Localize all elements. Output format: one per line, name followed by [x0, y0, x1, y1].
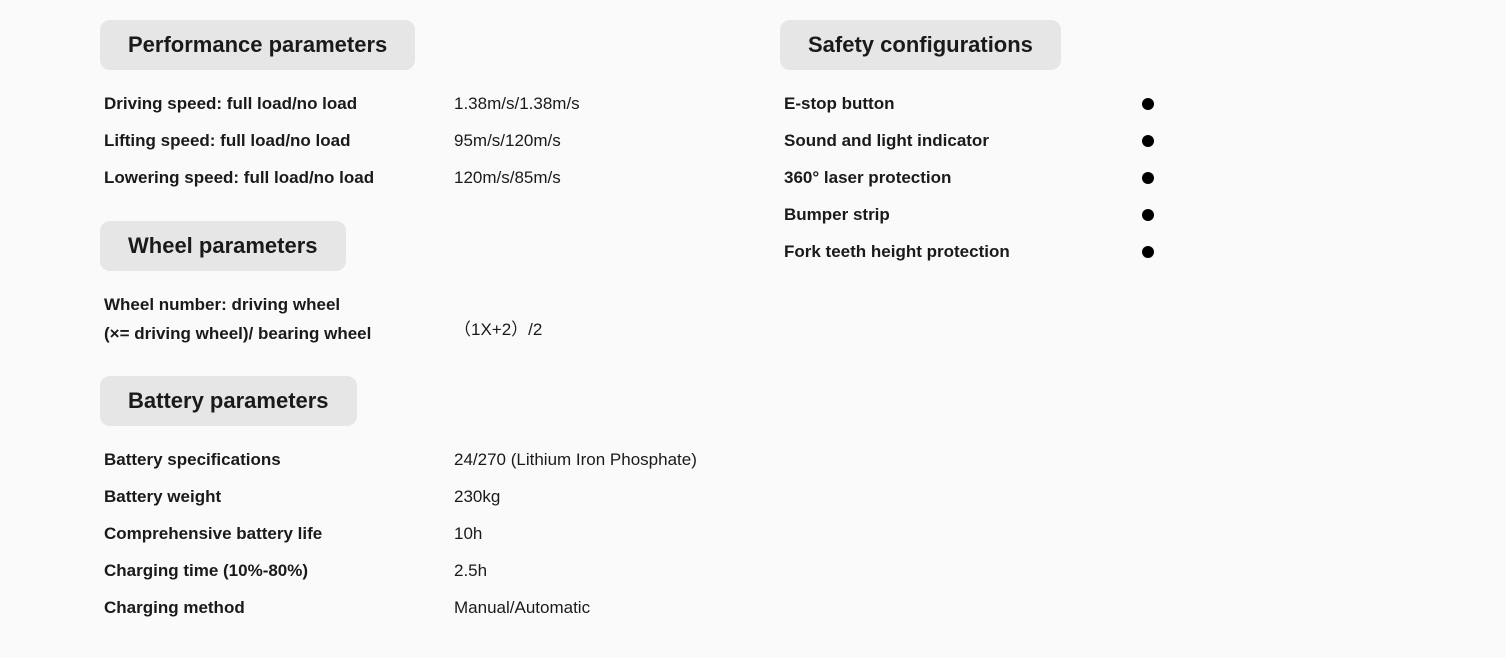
spec-row: Driving speed: full load/no load 1.38m/s…	[104, 90, 780, 119]
safety-title: Safety configurations	[808, 32, 1033, 57]
spec-value: 1.38m/s/1.38m/s	[454, 90, 580, 119]
safety-row: Fork teeth height protection	[784, 238, 1154, 267]
spec-label: Battery specifications	[104, 446, 454, 475]
performance-body: Driving speed: full load/no load 1.38m/s…	[100, 90, 780, 193]
spec-value: Manual/Automatic	[454, 594, 590, 623]
spec-label: Driving speed: full load/no load	[104, 90, 454, 119]
bullet-icon	[1142, 246, 1154, 258]
safety-row: Sound and light indicator	[784, 127, 1154, 156]
safety-row: Bumper strip	[784, 201, 1154, 230]
wheel-header: Wheel parameters	[100, 221, 346, 271]
battery-title: Battery parameters	[128, 388, 329, 413]
safety-row: 360° laser protection	[784, 164, 1154, 193]
spec-value: 120m/s/85m/s	[454, 164, 561, 193]
spec-row: Charging time (10%-80%) 2.5h	[104, 557, 780, 586]
bullet-icon	[1142, 209, 1154, 221]
spec-label: Charging method	[104, 594, 454, 623]
battery-body: Battery specifications 24/270 (Lithium I…	[100, 446, 780, 622]
safety-label: E-stop button	[784, 90, 894, 119]
safety-label: Fork teeth height protection	[784, 238, 1010, 267]
spec-row: Battery weight 230kg	[104, 483, 780, 512]
spec-value: 10h	[454, 520, 482, 549]
safety-row: E-stop button	[784, 90, 1154, 119]
spec-value: 24/270 (Lithium Iron Phosphate)	[454, 446, 697, 475]
wheel-title: Wheel parameters	[128, 233, 318, 258]
right-column: Safety configurations E-stop button Soun…	[780, 20, 1180, 651]
battery-header: Battery parameters	[100, 376, 357, 426]
spec-label: Battery weight	[104, 483, 454, 512]
spec-value: 2.5h	[454, 557, 487, 586]
spec-row: Lifting speed: full load/no load 95m/s/1…	[104, 127, 780, 156]
spec-label: Charging time (10%-80%)	[104, 557, 454, 586]
spec-value: 230kg	[454, 483, 500, 512]
spec-row: Wheel number: driving wheel (×= driving …	[104, 291, 780, 349]
left-column: Performance parameters Driving speed: fu…	[100, 20, 780, 651]
spec-label-line2: (×= driving wheel)/ bearing wheel	[104, 320, 454, 349]
spec-row: Comprehensive battery life 10h	[104, 520, 780, 549]
spec-row: Charging method Manual/Automatic	[104, 594, 780, 623]
spec-label: Lowering speed: full load/no load	[104, 164, 454, 193]
wheel-body: Wheel number: driving wheel (×= driving …	[100, 291, 780, 349]
bullet-icon	[1142, 135, 1154, 147]
spec-value: （1X+2）/2	[454, 291, 542, 349]
safety-label: 360° laser protection	[784, 164, 951, 193]
spec-value: 95m/s/120m/s	[454, 127, 561, 156]
spec-row: Battery specifications 24/270 (Lithium I…	[104, 446, 780, 475]
spec-label: Lifting speed: full load/no load	[104, 127, 454, 156]
spec-label: Comprehensive battery life	[104, 520, 454, 549]
spec-row: Lowering speed: full load/no load 120m/s…	[104, 164, 780, 193]
page-container: Performance parameters Driving speed: fu…	[0, 20, 1506, 651]
safety-body: E-stop button Sound and light indicator …	[780, 90, 1180, 266]
safety-label: Bumper strip	[784, 201, 890, 230]
safety-label: Sound and light indicator	[784, 127, 989, 156]
bullet-icon	[1142, 98, 1154, 110]
bullet-icon	[1142, 172, 1154, 184]
spec-label-multiline: Wheel number: driving wheel (×= driving …	[104, 291, 454, 349]
safety-header: Safety configurations	[780, 20, 1061, 70]
performance-title: Performance parameters	[128, 32, 387, 57]
spec-label-line1: Wheel number: driving wheel	[104, 291, 454, 320]
performance-header: Performance parameters	[100, 20, 415, 70]
